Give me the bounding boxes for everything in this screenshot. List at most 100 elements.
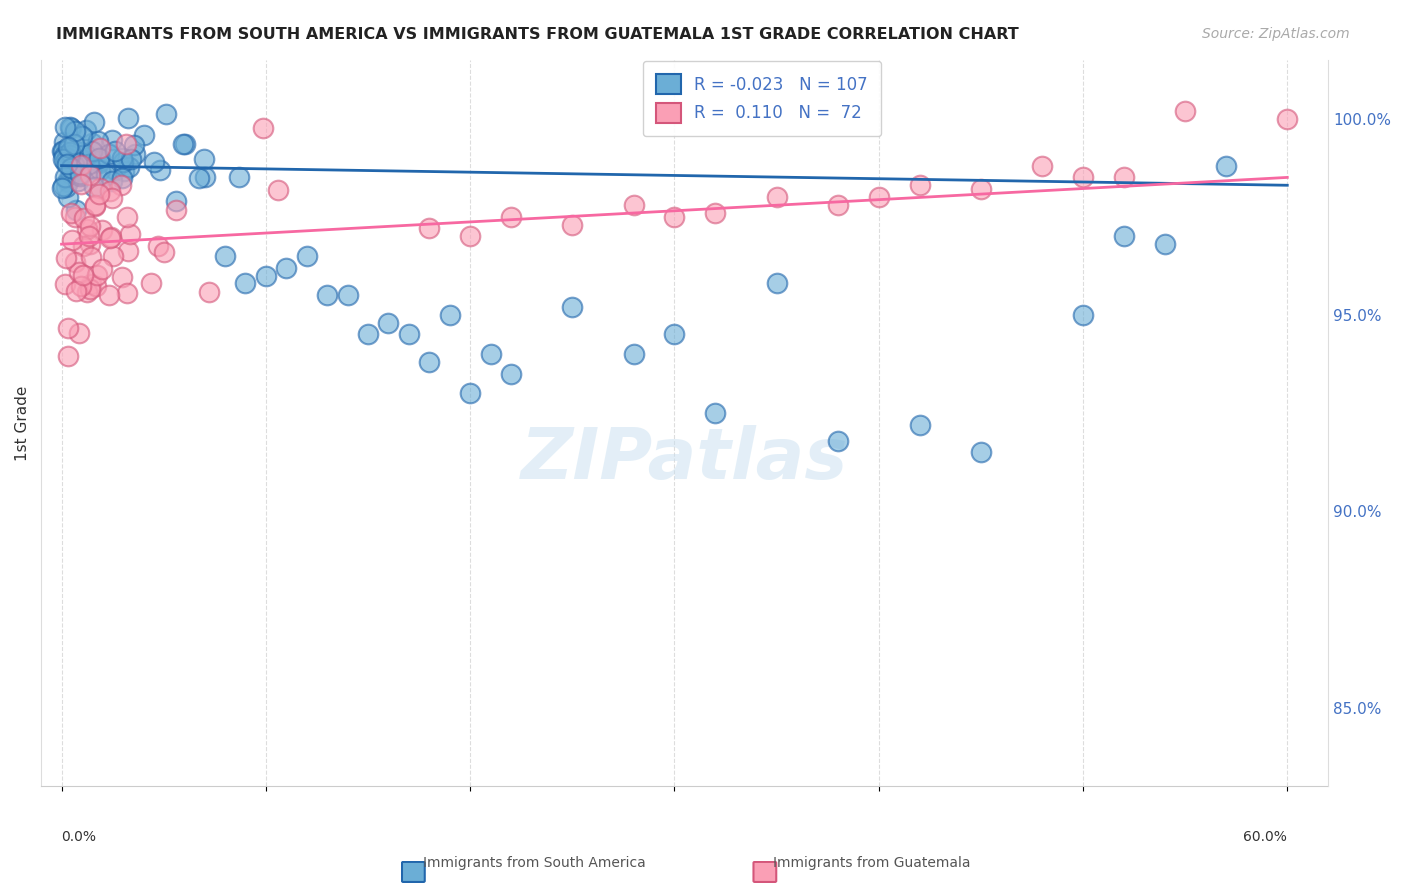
Point (214, 249, 236, 263)
Point (69, 167, 91, 181)
Point (56, 349, 79, 363)
Point (69, 145, 91, 160)
Point (153, 245, 176, 260)
FancyBboxPatch shape (402, 862, 425, 882)
Point (276, 260, 298, 275)
Point (72, 238, 94, 252)
Point (100, 230, 122, 244)
Point (1153, 237, 1175, 252)
Point (561, 300, 583, 314)
Point (1071, 308, 1094, 322)
Point (89, 141, 111, 155)
Point (60, 206, 83, 220)
Point (94, 169, 117, 183)
Point (418, 355, 440, 369)
Point (118, 160, 141, 174)
Point (172, 137, 194, 152)
Point (76, 221, 98, 235)
Point (357, 327, 380, 342)
Point (67, 326, 90, 340)
Point (58, 173, 80, 187)
Point (58, 175, 80, 189)
Point (87, 187, 110, 202)
Point (970, 182, 993, 196)
Point (70, 129, 93, 144)
Point (499, 367, 522, 381)
Point (65, 202, 87, 217)
Point (228, 169, 250, 184)
Point (267, 183, 290, 197)
Point (970, 445, 993, 459)
Point (111, 171, 134, 186)
Point (62, 158, 84, 172)
Text: Immigrants from South America: Immigrants from South America (423, 855, 645, 870)
Point (316, 288, 339, 302)
Point (104, 162, 127, 177)
Point (827, 434, 849, 448)
Point (73, 150, 96, 164)
Point (827, 198, 849, 212)
Point (79, 219, 101, 233)
Point (77, 228, 100, 243)
Point (55, 157, 77, 171)
Point (69, 145, 91, 159)
Point (115, 137, 138, 152)
Point (53, 120, 76, 135)
Point (89, 151, 111, 165)
Point (623, 347, 645, 361)
Point (63, 136, 86, 151)
Point (1174, 103, 1197, 118)
Point (53, 149, 76, 163)
Point (79, 250, 101, 264)
Point (111, 152, 134, 166)
Point (52, 152, 75, 166)
Point (87, 153, 110, 168)
Point (101, 133, 124, 147)
Point (194, 169, 217, 184)
Point (91, 223, 114, 237)
Point (66, 174, 89, 188)
Point (908, 178, 931, 193)
Point (1277, 112, 1299, 126)
Point (59, 152, 82, 166)
Point (84, 199, 107, 213)
Point (53, 135, 76, 149)
Point (1215, 159, 1237, 173)
Point (165, 203, 187, 218)
Point (83, 115, 105, 129)
Point (80, 144, 103, 158)
Point (87, 151, 110, 165)
Point (67, 265, 90, 279)
Point (84, 197, 107, 211)
Point (1071, 170, 1094, 185)
Point (623, 198, 645, 212)
Point (56, 320, 79, 334)
Point (664, 327, 686, 342)
Point (765, 190, 787, 204)
Text: Immigrants from Guatemala: Immigrants from Guatemala (773, 855, 970, 870)
Point (56, 190, 79, 204)
Point (51, 144, 73, 158)
Point (124, 147, 146, 161)
Point (65, 155, 87, 169)
Point (149, 163, 172, 178)
Point (664, 210, 686, 224)
Point (499, 210, 522, 224)
Point (79, 282, 101, 296)
Point (84, 278, 107, 293)
Point (117, 285, 139, 300)
Point (98, 184, 121, 198)
Point (418, 221, 440, 235)
Point (101, 190, 124, 204)
Point (76, 285, 98, 299)
Point (75, 123, 97, 137)
Point (120, 153, 142, 167)
Point (561, 218, 583, 232)
Point (235, 277, 257, 291)
Point (72, 268, 94, 282)
Point (148, 239, 170, 253)
Point (1031, 159, 1053, 173)
Point (132, 128, 155, 142)
Point (55, 179, 77, 194)
Point (100, 174, 122, 188)
